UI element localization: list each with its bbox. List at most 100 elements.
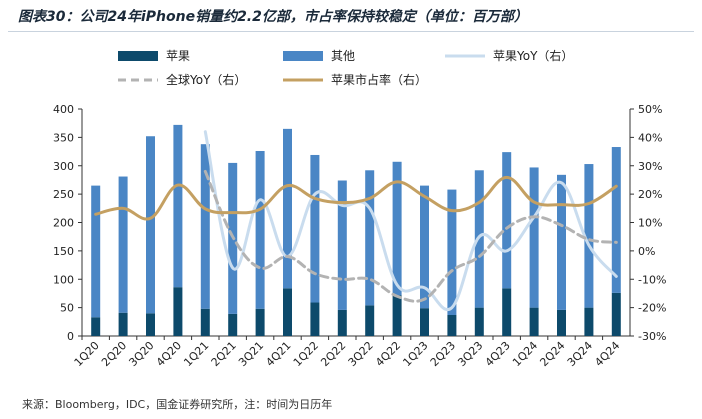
legend-item: 苹果YoY（右） (445, 48, 573, 63)
x-tick-label: 1Q20 (72, 339, 102, 369)
left-tick-label: 0 (67, 330, 74, 343)
global-yoy-series (203, 169, 618, 303)
bar-other (91, 185, 101, 318)
bar-apple (118, 312, 128, 336)
legend-item: 苹果 (118, 49, 190, 63)
bar-other (392, 161, 402, 296)
bar-apple (146, 313, 155, 336)
bar-apple (255, 308, 265, 336)
bar-apple (200, 308, 210, 336)
bar-other (118, 176, 128, 313)
left-tick-label: 250 (53, 188, 74, 201)
bar-other (173, 124, 183, 288)
bar-apple (584, 307, 594, 336)
left-tick-label: 200 (53, 217, 74, 230)
x-tick-label: 1Q21 (181, 339, 211, 369)
apple-share-series (94, 175, 618, 221)
x-tick-label: 2Q22 (318, 339, 348, 369)
x-tick-label: 1Q22 (291, 339, 321, 369)
x-tick-label: 3Q24 (565, 339, 595, 369)
title-divider (8, 31, 694, 32)
x-tick-label: 1Q24 (510, 339, 540, 369)
bar-other (310, 154, 320, 303)
bar-apple (228, 313, 238, 336)
apple-yoy-line (203, 130, 618, 312)
legend-label: 全球YoY（右） (166, 72, 246, 87)
x-tick-label: 2Q24 (537, 339, 567, 369)
x-tick-label: 4Q22 (373, 339, 403, 369)
x-tick-label: 2Q20 (99, 339, 129, 369)
legend-item: 苹果市占率（右） (283, 72, 427, 87)
legend-label: 苹果市占率（右） (331, 72, 427, 87)
right-tick-label: -30% (638, 330, 666, 343)
x-tick-label: 2Q23 (428, 339, 458, 369)
legend-label: 苹果YoY（右） (493, 48, 573, 63)
bar-apple (502, 288, 512, 336)
right-tick-label: 10% (638, 217, 662, 230)
bar-other (255, 150, 265, 309)
legend-item: 全球YoY（右） (118, 72, 246, 87)
source-note: 来源：Bloomberg，IDC，国金证券研究所，注：时间为日历年 (22, 398, 333, 411)
x-tick-label: 4Q21 (263, 339, 293, 369)
bar-other (365, 170, 375, 306)
left-tick-label: 400 (53, 103, 74, 116)
right-tick-label: 40% (638, 131, 662, 144)
bar-other (502, 152, 512, 289)
x-tick-label: 4Q20 (154, 339, 184, 369)
x-tick-label: 2Q21 (209, 339, 239, 369)
bar-apple (611, 292, 621, 336)
global-yoy-line (203, 169, 618, 303)
bar-apple (337, 309, 347, 336)
right-tick-label: 0% (638, 245, 655, 258)
chart-area: 苹果 其他 苹果YoY（右） 全球YoY（右） 苹果市占率（右） 0 50 100 150 200… (0, 34, 702, 394)
bar-other (200, 144, 210, 309)
bar-other (611, 147, 621, 293)
x-tick-label: 3Q23 (455, 339, 485, 369)
bar-apple (310, 302, 320, 336)
bar-other (529, 167, 539, 308)
legend-label: 其他 (331, 49, 355, 63)
right-tick-label: 50% (638, 103, 662, 116)
legend-swatch (283, 51, 323, 61)
right-tick-label: 30% (638, 160, 662, 173)
bars (91, 124, 621, 336)
left-tick-label: 100 (53, 273, 74, 286)
bar-other (584, 164, 594, 308)
bar-apple (283, 288, 292, 336)
bar-apple (529, 307, 539, 336)
bar-other (146, 136, 155, 314)
left-tick-label: 150 (53, 245, 74, 258)
bar-other (283, 128, 292, 289)
x-tick-label: 4Q23 (483, 339, 513, 369)
bar-other (557, 174, 566, 310)
bar-apple (420, 308, 429, 336)
bar-other (420, 185, 429, 309)
x-tick-labels: 1Q202Q203Q204Q201Q212Q213Q214Q211Q222Q22… (72, 336, 622, 369)
legend: 苹果 其他 苹果YoY（右） 全球YoY（右） 苹果市占率（右） (118, 48, 573, 87)
apple-yoy-series (203, 130, 618, 312)
apple-share-line (94, 175, 618, 221)
bar-other (447, 189, 457, 316)
legend-swatch (118, 51, 158, 61)
bar-apple (91, 317, 101, 336)
left-tick-label: 350 (53, 131, 74, 144)
bar-other (337, 180, 347, 310)
left-tick-label: 300 (53, 160, 74, 173)
x-tick-label: 3Q22 (346, 339, 376, 369)
left-tick-label: 50 (60, 302, 74, 315)
combo-chart: 苹果 其他 苹果YoY（右） 全球YoY（右） 苹果市占率（右） 0 50 100 150 200… (53, 48, 666, 369)
bar-apple (392, 295, 402, 336)
chart-title: 图表30：公司24年iPhone销量约2.2亿部，市占率保持较稳定（单位：百万部… (18, 9, 528, 25)
legend-label: 苹果 (166, 49, 190, 63)
x-tick-label: 3Q21 (236, 339, 266, 369)
bar-apple (557, 309, 566, 336)
right-tick-label: 20% (638, 188, 662, 201)
bar-apple (447, 315, 457, 336)
bar-apple (365, 305, 375, 336)
bar-apple (173, 287, 183, 336)
right-tick-label: -20% (638, 302, 666, 315)
x-tick-label: 4Q24 (592, 339, 622, 369)
bar-apple (474, 307, 484, 336)
x-tick-label: 3Q20 (126, 339, 156, 369)
legend-item: 其他 (283, 49, 355, 63)
